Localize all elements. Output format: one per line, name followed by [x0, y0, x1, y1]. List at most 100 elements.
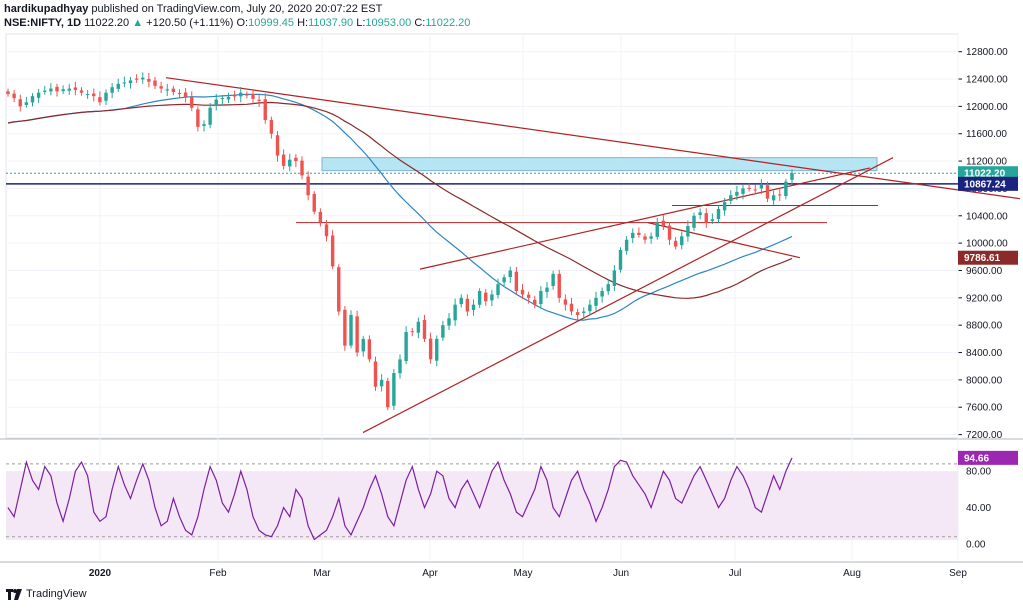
candle [55, 86, 59, 92]
tradingview-logo[interactable]: TradingView [6, 588, 87, 600]
candle [61, 89, 65, 92]
candle [122, 82, 127, 84]
chart-header: hardikupadhyay published on TradingView.… [4, 2, 470, 30]
rsi-tick-label: 0.00 [966, 540, 986, 551]
ohlc-low: 10953.00 [365, 17, 412, 29]
candle [49, 88, 53, 92]
x-tick-label: Jun [613, 568, 629, 579]
candle [232, 95, 237, 97]
x-tick-label: Feb [209, 568, 227, 579]
candle [128, 80, 133, 84]
candle [710, 219, 715, 221]
author-name[interactable]: hardikupadhyay [4, 3, 89, 15]
y-tick-label: 8400.00 [966, 348, 1003, 359]
candle [98, 97, 102, 103]
candle [404, 332, 408, 362]
candle [12, 93, 16, 99]
y-tick-label: 7200.00 [966, 430, 1003, 441]
price-tag-label: 10867.24 [964, 179, 1006, 190]
up-arrow-icon: ▲ [132, 17, 144, 29]
candle [330, 235, 335, 267]
ohlc-c-label: C: [414, 17, 426, 29]
candle [759, 185, 764, 189]
x-tick-label: Aug [843, 568, 861, 579]
candle [379, 379, 384, 387]
candle [355, 316, 359, 353]
candle [226, 96, 231, 100]
candle [257, 99, 261, 101]
candle [220, 98, 225, 100]
candle [85, 94, 90, 96]
candle [245, 94, 249, 96]
candle [526, 294, 531, 298]
candle [324, 224, 329, 237]
candle [722, 202, 727, 211]
resistance-zone [321, 157, 878, 172]
candle [367, 339, 372, 360]
candle [275, 135, 280, 156]
price-pane [5, 33, 959, 439]
candle [514, 271, 519, 291]
candle [753, 189, 757, 191]
candle [134, 78, 139, 80]
candle [153, 80, 157, 86]
candle [569, 303, 574, 312]
candle [386, 380, 390, 408]
rsi-tick-label: 80.00 [966, 467, 991, 478]
last-price: 11022.20 [84, 17, 130, 29]
trend-line [362, 157, 894, 434]
price-tag-low [958, 250, 1018, 265]
ohlc-close: 11022.20 [425, 17, 471, 29]
candle [673, 240, 678, 247]
candle [288, 159, 292, 167]
candle [269, 119, 274, 134]
candle [208, 107, 212, 125]
y-tick-label: 10000.00 [966, 239, 1008, 250]
y-tick-label: 10400.00 [966, 211, 1008, 222]
y-tick-label: 8800.00 [966, 321, 1003, 332]
moving-average-blue [7, 93, 793, 321]
y-tick-label: 12800.00 [966, 47, 1008, 58]
x-tick-label: Mar [313, 568, 331, 579]
candle [104, 92, 108, 101]
candle [318, 211, 323, 223]
candle [729, 195, 733, 202]
candle [778, 194, 782, 196]
candle [177, 92, 182, 95]
rsi-tick-label: 40.00 [966, 503, 991, 514]
candle [294, 157, 298, 162]
candle [18, 99, 22, 107]
ohlc-l-label: L: [356, 17, 366, 29]
ohlc-o-label: O: [236, 17, 249, 29]
candle [484, 292, 488, 302]
candle [771, 195, 776, 201]
candle [441, 325, 445, 338]
candle [557, 273, 561, 298]
ohlc-high: 11037.90 [308, 17, 354, 29]
candle [477, 290, 482, 305]
trend-line [647, 222, 801, 259]
candle [502, 277, 506, 283]
candle [453, 304, 457, 321]
ohlc-open: 10999.45 [248, 17, 294, 29]
candle [618, 249, 623, 270]
symbol-line: NSE:NIFTY, 1D 11022.20 ▲ +120.50 (+1.11%… [4, 16, 470, 30]
candle [300, 160, 304, 176]
candle [631, 232, 635, 239]
candle [239, 92, 243, 97]
y-tick-label: 9200.00 [966, 293, 1003, 304]
candle [600, 290, 604, 297]
candle [141, 77, 145, 80]
trend-line [419, 167, 871, 270]
candle [171, 88, 176, 93]
x-tick-label: May [514, 568, 533, 579]
candle [465, 298, 470, 312]
candle [508, 270, 512, 278]
candle [496, 284, 500, 296]
candle [533, 299, 537, 305]
price-tag-support [958, 176, 1018, 191]
x-tick-label: 2020 [89, 568, 112, 579]
candle [588, 304, 592, 312]
candle [183, 92, 188, 97]
